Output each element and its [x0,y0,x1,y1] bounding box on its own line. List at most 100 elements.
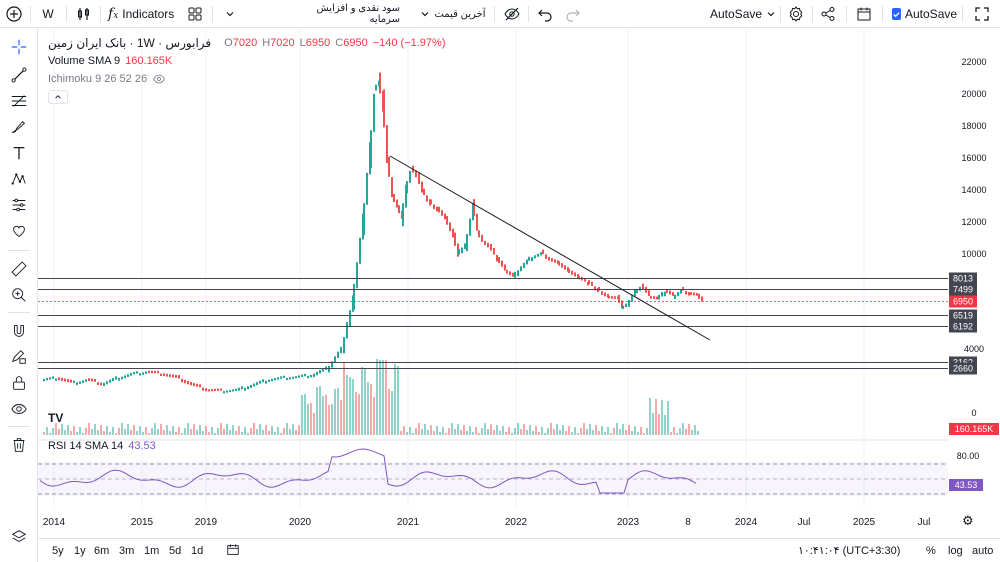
autosave-toggle[interactable]: AutoSave [892,4,957,24]
volume-bar [571,432,573,435]
dividends-option[interactable]: سود نقدی و افزایش سرمایه [290,3,400,25]
add-icon [6,6,22,22]
add-symbol-button[interactable] [4,4,24,24]
volume-bar [283,428,285,435]
text-tool[interactable] [8,142,30,164]
candle [523,262,525,268]
stay-in-drawing-tool[interactable] [8,346,30,368]
candle [621,300,623,309]
candle [346,322,348,339]
measure-tool[interactable] [8,258,30,280]
brush-tool[interactable] [8,116,30,138]
volume-bar [574,427,576,435]
undo-button[interactable] [536,4,554,24]
candle [370,130,372,169]
autosave-dropdown[interactable]: AutoSave [710,4,776,24]
toolbar-divider [30,6,31,22]
range-1d[interactable]: 1d [191,545,204,557]
price-tick-label: 12000 [961,217,986,227]
toolbar-divider [66,6,67,22]
candle [375,84,377,91]
volume-bar [493,430,495,435]
timezone-settings-icon[interactable]: ⚙ [962,514,974,529]
range-5d[interactable]: 5d [169,545,182,557]
candle [46,378,48,381]
toolbar-divider [962,6,963,22]
settings-button[interactable] [786,4,806,24]
share-button[interactable] [818,4,838,24]
toolbar-divider [528,6,529,22]
candle [441,210,443,216]
range-1y[interactable]: 1y [74,545,86,557]
candle [202,387,204,391]
fullscreen-button[interactable] [972,4,992,24]
fib-tool[interactable] [8,90,30,112]
candle [504,264,506,271]
clock[interactable]: ۱۰:۴۱:۰۴ (UTC+3:30) [798,545,901,557]
redo-button[interactable] [564,4,582,24]
ichimoku-legend[interactable]: Ichimoku 9 26 52 26 [48,72,166,86]
chart-pane[interactable]: 22000 20000 18000 16000 14000 12000 10000 4000 0… [38,28,1000,538]
volume-bar [679,428,681,435]
percent-toggle[interactable]: % [926,545,936,557]
candle [169,374,171,377]
eye-icon [11,404,27,414]
candle [100,382,102,386]
range-1m[interactable]: 1m [144,545,160,557]
volume-tag-label: 160.165K [955,424,994,434]
volume-bar [520,429,522,435]
volume-bar [124,429,126,435]
volume-bar [121,423,123,435]
magnet-tool[interactable] [8,320,30,342]
candle [163,373,165,377]
layouts-button[interactable] [186,4,204,24]
candle [464,243,466,250]
symbol-legend[interactable]: فرابورس · 1W · بانک ایران زمین O7020 H70… [48,36,445,50]
templates-dropdown[interactable] [222,4,238,24]
pattern-tool[interactable] [8,168,30,190]
lock-tool[interactable] [8,372,30,394]
volume-bar [82,433,84,435]
object-tree-tool[interactable] [8,526,30,548]
zoom-tool[interactable] [8,284,30,306]
symbol-button[interactable]: W [40,4,56,24]
goto-date-button[interactable] [226,543,240,559]
price-chart-canvas[interactable]: 22000 20000 18000 16000 14000 12000 10000 4000 0… [38,28,1000,538]
volume-bar [592,430,594,435]
eye-off-icon[interactable] [152,72,166,86]
volume-bar [370,384,372,435]
auto-toggle[interactable]: auto [972,545,994,557]
visibility-tool[interactable] [8,398,30,420]
chart-style-button[interactable] [74,4,94,24]
indicators-button[interactable]: fx Indicators [108,4,178,24]
volume-bar [529,425,531,435]
trendline-tool[interactable] [8,64,30,86]
volume-bar [409,427,411,435]
range-6m[interactable]: 6m [94,545,110,557]
prediction-tool[interactable] [8,194,30,216]
trendline[interactable] [389,155,711,341]
rsi-legend[interactable]: RSI 14 SMA 14 43.53 [48,440,156,452]
range-3m[interactable]: 3m [119,545,135,557]
remove-tool[interactable] [8,434,30,456]
candle [418,172,420,184]
volume-bar [595,425,597,435]
crosshair-tool[interactable] [8,36,30,58]
candle [130,373,132,376]
volume-legend[interactable]: Volume SMA 9 160.165K [48,55,172,67]
candle [328,366,330,373]
calendar-button[interactable] [854,4,874,24]
price-type-dropdown[interactable]: آخرین قیمت [418,4,488,24]
candle [558,261,560,266]
volume-bar [373,397,375,435]
collapse-legend-button[interactable] [48,90,68,104]
hide-button[interactable] [502,4,522,24]
range-5y[interactable]: 5y [52,545,64,557]
favorite-tool[interactable] [8,220,30,242]
volume-bar [694,425,696,435]
volume-bar [499,431,501,435]
volume-bar [91,429,93,435]
candle [509,271,511,276]
log-toggle[interactable]: log [948,545,963,557]
candle [604,292,606,297]
